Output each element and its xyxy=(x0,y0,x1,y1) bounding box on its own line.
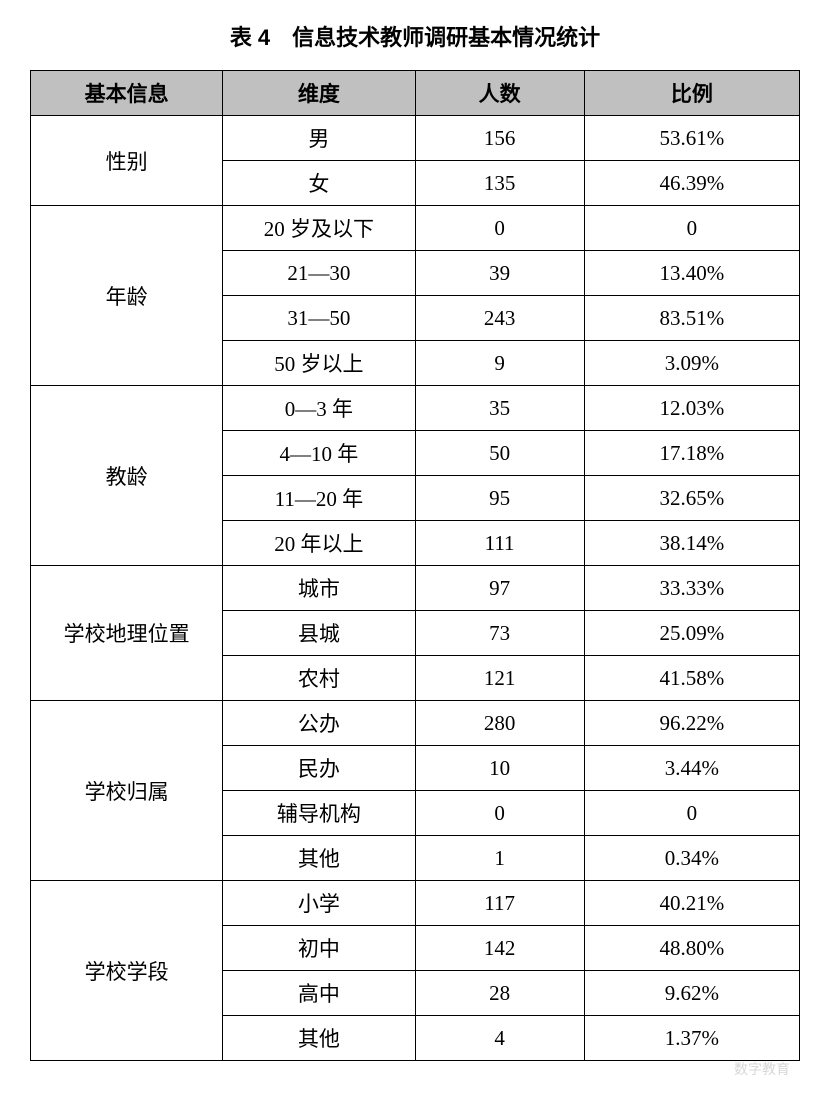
percent-cell: 38.14% xyxy=(584,521,799,566)
dimension-cell: 4—10 年 xyxy=(223,431,415,476)
count-cell: 111 xyxy=(415,521,584,566)
percent-cell: 53.61% xyxy=(584,116,799,161)
count-cell: 0 xyxy=(415,206,584,251)
dimension-cell: 初中 xyxy=(223,926,415,971)
dimension-cell: 男 xyxy=(223,116,415,161)
dimension-cell: 公办 xyxy=(223,701,415,746)
dimension-cell: 民办 xyxy=(223,746,415,791)
dimension-cell: 0—3 年 xyxy=(223,386,415,431)
count-cell: 50 xyxy=(415,431,584,476)
dimension-cell: 31—50 xyxy=(223,296,415,341)
category-cell: 学校地理位置 xyxy=(31,566,223,701)
watermark: 数字教育 xyxy=(734,1059,790,1079)
count-cell: 4 xyxy=(415,1016,584,1061)
count-cell: 121 xyxy=(415,656,584,701)
table-row: 学校归属公办28096.22% xyxy=(31,701,800,746)
count-cell: 135 xyxy=(415,161,584,206)
percent-cell: 0 xyxy=(584,791,799,836)
percent-cell: 0.34% xyxy=(584,836,799,881)
table-title: 表 4 信息技术教师调研基本情况统计 xyxy=(30,20,800,52)
dimension-cell: 女 xyxy=(223,161,415,206)
percent-cell: 83.51% xyxy=(584,296,799,341)
col-header-count: 人数 xyxy=(415,71,584,116)
count-cell: 28 xyxy=(415,971,584,1016)
percent-cell: 33.33% xyxy=(584,566,799,611)
count-cell: 39 xyxy=(415,251,584,296)
percent-cell: 17.18% xyxy=(584,431,799,476)
dimension-cell: 县城 xyxy=(223,611,415,656)
category-cell: 学校学段 xyxy=(31,881,223,1061)
percent-cell: 32.65% xyxy=(584,476,799,521)
percent-cell: 13.40% xyxy=(584,251,799,296)
percent-cell: 1.37% xyxy=(584,1016,799,1061)
dimension-cell: 20 岁及以下 xyxy=(223,206,415,251)
percent-cell: 46.39% xyxy=(584,161,799,206)
count-cell: 243 xyxy=(415,296,584,341)
col-header-percent: 比例 xyxy=(584,71,799,116)
dimension-cell: 城市 xyxy=(223,566,415,611)
table-row: 教龄0—3 年3512.03% xyxy=(31,386,800,431)
count-cell: 73 xyxy=(415,611,584,656)
category-cell: 年龄 xyxy=(31,206,223,386)
category-cell: 性别 xyxy=(31,116,223,206)
percent-cell: 3.44% xyxy=(584,746,799,791)
table-row: 性别男15653.61% xyxy=(31,116,800,161)
percent-cell: 41.58% xyxy=(584,656,799,701)
percent-cell: 48.80% xyxy=(584,926,799,971)
table-row: 学校地理位置城市9733.33% xyxy=(31,566,800,611)
category-cell: 教龄 xyxy=(31,386,223,566)
percent-cell: 12.03% xyxy=(584,386,799,431)
dimension-cell: 11—20 年 xyxy=(223,476,415,521)
col-header-category: 基本信息 xyxy=(31,71,223,116)
percent-cell: 25.09% xyxy=(584,611,799,656)
count-cell: 1 xyxy=(415,836,584,881)
count-cell: 95 xyxy=(415,476,584,521)
count-cell: 9 xyxy=(415,341,584,386)
percent-cell: 9.62% xyxy=(584,971,799,1016)
dimension-cell: 21—30 xyxy=(223,251,415,296)
category-cell: 学校归属 xyxy=(31,701,223,881)
dimension-cell: 高中 xyxy=(223,971,415,1016)
count-cell: 156 xyxy=(415,116,584,161)
count-cell: 142 xyxy=(415,926,584,971)
percent-cell: 96.22% xyxy=(584,701,799,746)
dimension-cell: 小学 xyxy=(223,881,415,926)
dimension-cell: 农村 xyxy=(223,656,415,701)
count-cell: 117 xyxy=(415,881,584,926)
survey-table: 基本信息 维度 人数 比例 性别男15653.61%女13546.39%年龄20… xyxy=(30,70,800,1061)
percent-cell: 3.09% xyxy=(584,341,799,386)
dimension-cell: 其他 xyxy=(223,836,415,881)
table-row: 学校学段小学11740.21% xyxy=(31,881,800,926)
table-header-row: 基本信息 维度 人数 比例 xyxy=(31,71,800,116)
count-cell: 10 xyxy=(415,746,584,791)
count-cell: 0 xyxy=(415,791,584,836)
dimension-cell: 辅导机构 xyxy=(223,791,415,836)
count-cell: 280 xyxy=(415,701,584,746)
percent-cell: 40.21% xyxy=(584,881,799,926)
percent-cell: 0 xyxy=(584,206,799,251)
dimension-cell: 50 岁以上 xyxy=(223,341,415,386)
count-cell: 35 xyxy=(415,386,584,431)
dimension-cell: 其他 xyxy=(223,1016,415,1061)
count-cell: 97 xyxy=(415,566,584,611)
col-header-dimension: 维度 xyxy=(223,71,415,116)
dimension-cell: 20 年以上 xyxy=(223,521,415,566)
table-row: 年龄20 岁及以下00 xyxy=(31,206,800,251)
